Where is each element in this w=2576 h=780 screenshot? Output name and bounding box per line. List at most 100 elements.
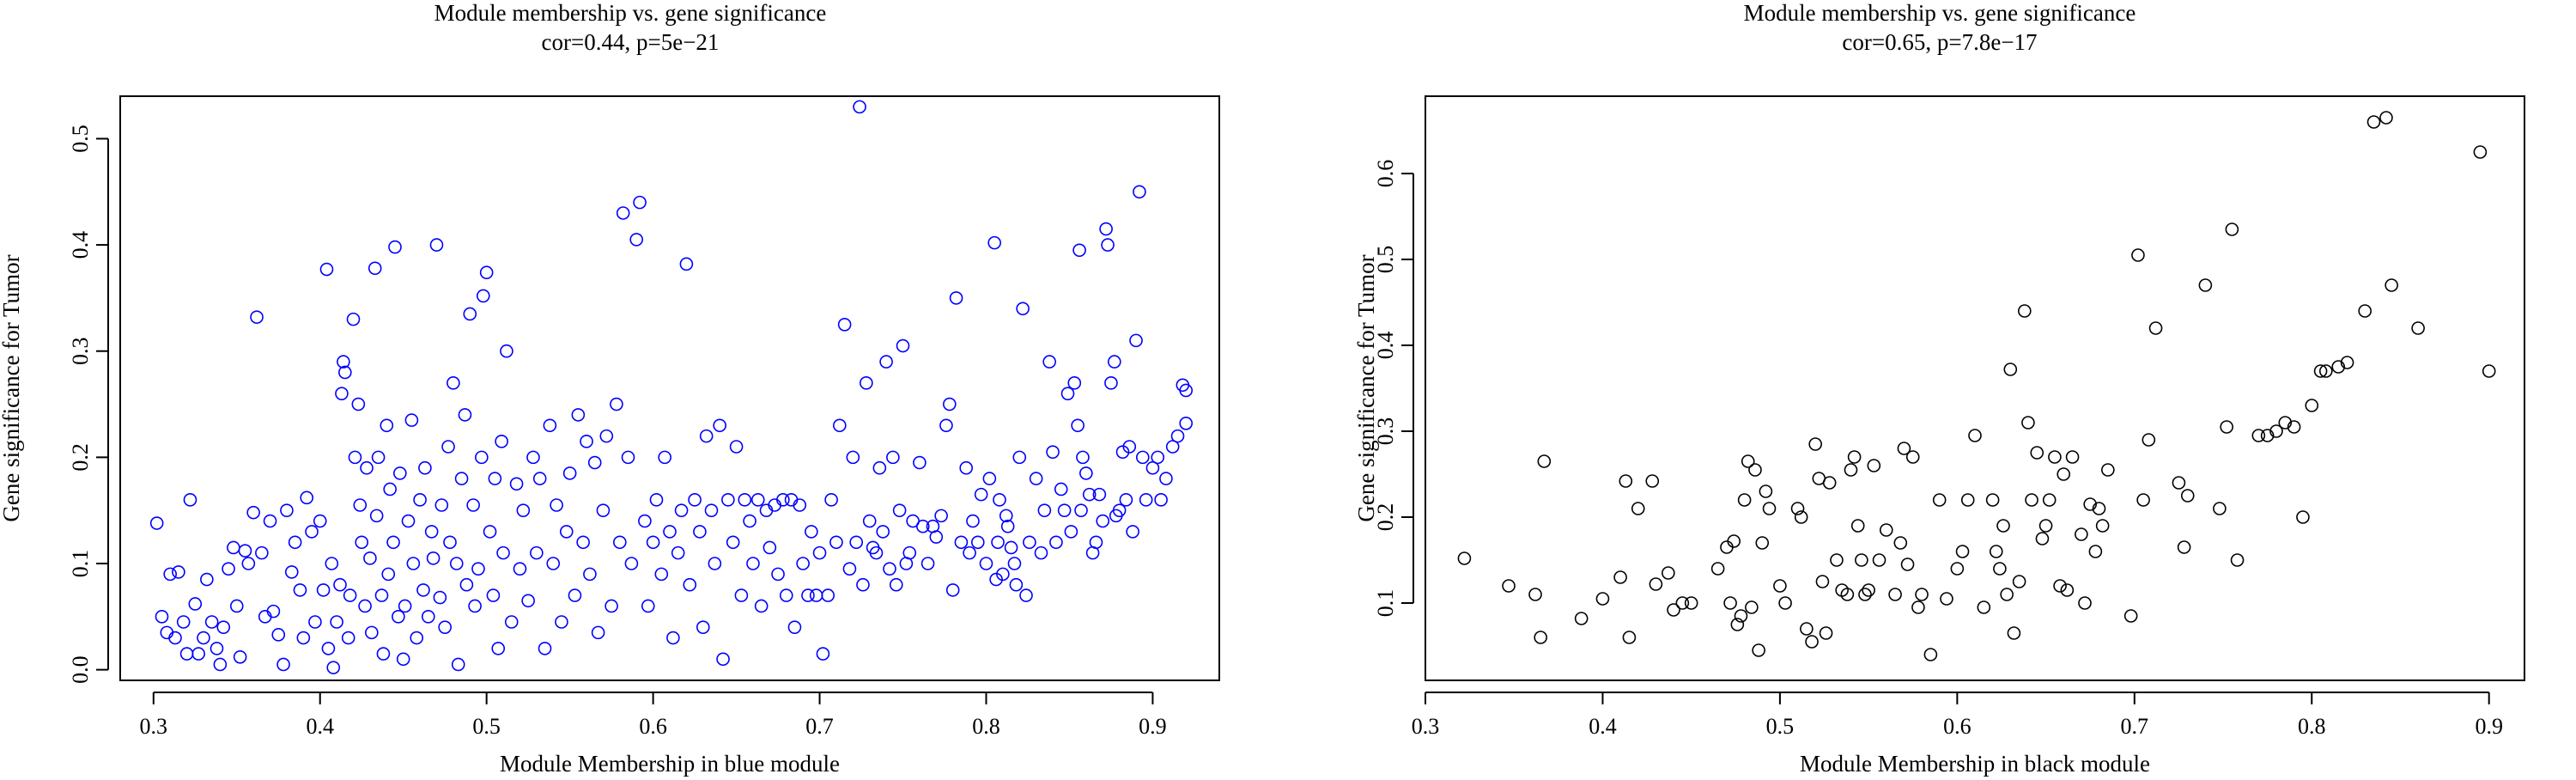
data-point [2230,553,2245,567]
data-point [1019,588,1033,602]
data-point [1741,454,1755,468]
data-point [2278,416,2293,430]
data-point [2305,399,2319,412]
data-point [1129,333,1143,348]
data-point [1159,472,1173,485]
data-point [2213,502,2227,515]
data-point [860,376,873,390]
data-point [296,631,311,645]
data-point [559,525,574,539]
data-point [1830,553,1844,567]
x-tick-label: 0.7 [805,714,834,739]
data-point [176,615,191,629]
data-point [1165,440,1180,454]
data-point [869,545,884,560]
data-point [532,472,547,485]
data-point [1042,355,1056,369]
data-point [1794,510,1808,524]
data-point [1645,474,1660,488]
data-point [255,545,269,560]
chart-subtitle: cor=0.44, p=5e−21 [542,29,720,55]
data-point [605,599,618,613]
data-point [1054,482,1068,497]
data-point [500,344,513,358]
data-point [1622,631,1637,644]
data-point [1139,493,1153,507]
data-point [466,498,480,512]
data-point [2042,493,2057,507]
data-point [993,493,1006,507]
data-point [1996,519,2010,533]
data-point [1009,577,1024,592]
data-point [2007,626,2021,640]
data-point [341,631,355,645]
data-point [610,397,623,411]
data-point [621,450,635,465]
data-point [787,620,802,634]
data-point [862,514,877,528]
data-point [633,195,647,210]
data-point [284,565,299,579]
data-point [2296,510,2310,524]
data-point [1900,558,1915,571]
data-point [1862,583,1875,597]
data-point [1528,588,1542,601]
data-point [1619,474,1633,488]
data-point [2287,420,2301,434]
data-point [1730,618,1745,631]
data-point [2000,588,2014,601]
data-point [696,620,710,634]
data-point [1122,440,1137,454]
data-point [204,615,219,629]
data-point [1096,514,1110,528]
data-point [1727,534,1741,548]
data-point [1457,551,1472,565]
data-point [729,440,744,454]
data-point [629,233,644,247]
data-point [963,545,976,560]
x-tick-label: 0.7 [2121,714,2149,739]
data-point [2092,502,2106,515]
data-point [321,642,336,655]
data-point [1844,463,1858,477]
data-point [2220,420,2233,434]
data-point [550,498,563,512]
data-point [889,577,903,592]
data-point [943,397,957,411]
data-point [433,590,447,605]
data-point [837,318,852,332]
data-point [555,615,568,629]
data-point [654,567,669,582]
data-point [1064,525,1078,539]
data-point [168,631,182,645]
y-tick-label: 0.6 [1373,160,1398,188]
data-point [360,460,374,475]
data-point [330,615,343,629]
data-point [738,493,752,507]
data-point [1977,600,1991,614]
data-point [468,599,482,613]
data-point [583,567,597,582]
data-point [300,491,314,505]
data-point [879,355,893,369]
data-point [363,551,377,565]
data-point [2101,463,2115,477]
data-point [1790,502,1805,515]
data-point [333,577,347,592]
data-point [776,493,790,507]
data-point [491,642,506,655]
y-axis: 0.1 0.2 0.3 0.4 0.5 0.6 [1373,160,1414,617]
data-point [1955,545,1970,558]
data-point [571,408,586,422]
data-point [1057,503,1072,517]
data-point [1808,437,1822,451]
data-point [2385,278,2398,292]
data-point [1748,463,1762,477]
data-point [516,503,531,517]
data-point [358,599,372,613]
data-point [368,261,382,276]
data-point [1915,588,1929,601]
data-point [495,435,508,448]
data-point [319,262,334,277]
data-point [2331,360,2346,374]
